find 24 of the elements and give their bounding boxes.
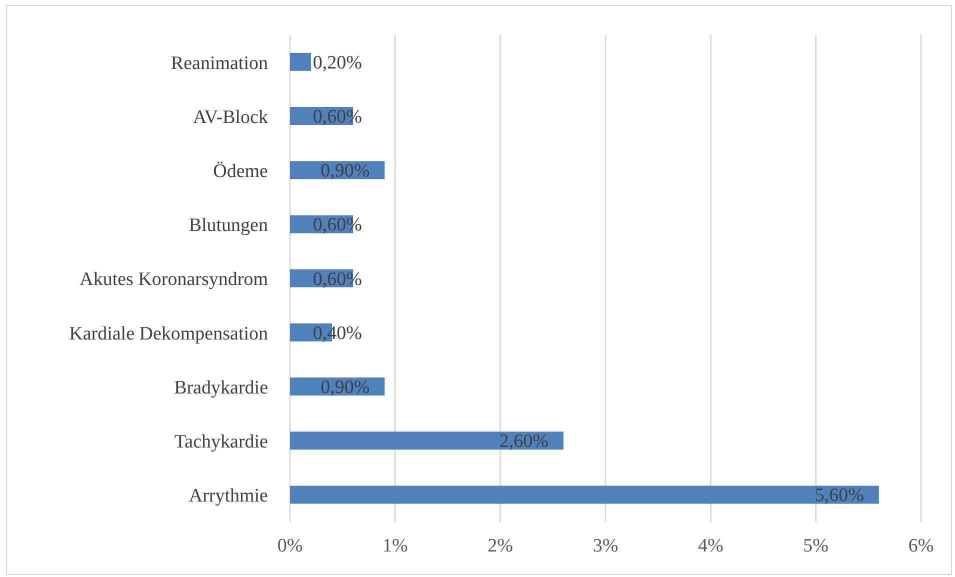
x-tick-label: 5% [803, 535, 829, 556]
data-label: 0,90% [320, 160, 370, 182]
bar [290, 432, 564, 450]
data-label: 5,60% [814, 485, 864, 506]
x-tick-label: 6% [908, 535, 934, 556]
data-label: 2,60% [499, 431, 549, 452]
y-tick-label: Reanimation [170, 52, 268, 74]
y-tick-label: Arrythmie [188, 486, 268, 507]
y-tick-label: Blutungen [188, 215, 268, 236]
y-tick-label: AV-Block [193, 106, 268, 128]
bar [290, 52, 312, 71]
data-label: 0,90% [320, 377, 370, 398]
y-tick-label: Ödeme [213, 161, 268, 182]
x-tick-label: 3% [592, 535, 618, 556]
x-tick-label: 2% [488, 535, 514, 556]
data-label: 0,20% [312, 52, 362, 74]
y-tick-label: Kardiale Dekompensation [69, 323, 268, 344]
y-tick-label: Bradykardie [174, 377, 268, 398]
x-tick-label: 0% [277, 535, 303, 556]
y-tick-label: Akutes Koronarsyndrom [80, 269, 268, 290]
y-tick-label: Tachykardie [174, 432, 268, 453]
bar [290, 486, 879, 504]
x-tick-label: 1% [382, 535, 408, 556]
x-tick-label: 4% [698, 535, 724, 556]
